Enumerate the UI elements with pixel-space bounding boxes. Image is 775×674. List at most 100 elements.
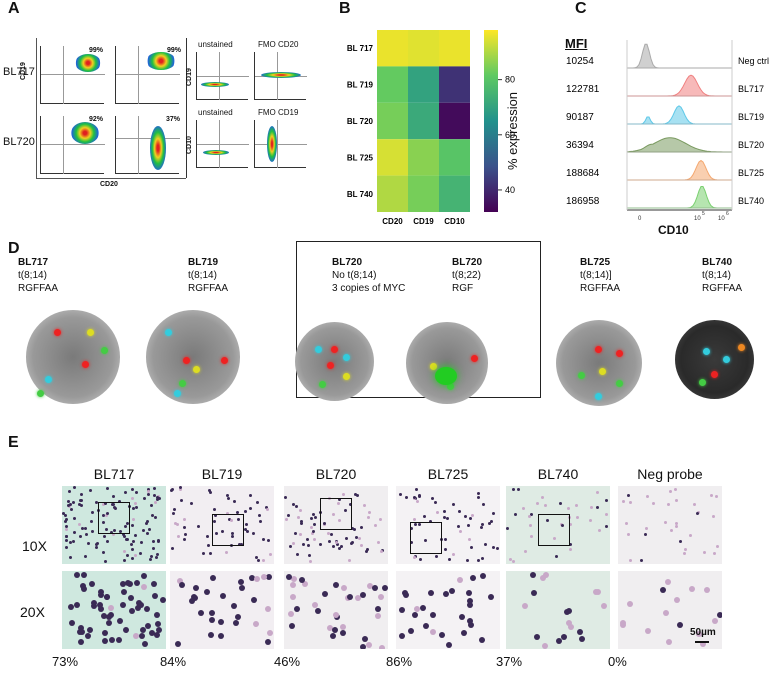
fish-signal-dot [430,362,438,370]
fish-case-header: BL725 t(8;14)] RGFFAA [580,257,621,294]
fish-signal-dot [698,379,706,387]
ish-column-title: Neg probe [637,466,703,482]
ish-image-20x [62,571,166,649]
sample-label: BL720 [738,140,764,150]
flow-plot-bl720-cd19-cd20 [40,116,105,174]
zoom-region-box [538,514,570,546]
zoom-region-box [212,514,244,546]
ish-image-10x [284,486,388,564]
heatmap-row-label: BL 720 [347,117,374,126]
scale-bar [695,641,709,643]
colorbar-tick-label: 40 [505,185,515,195]
zoom-region-box [410,522,442,554]
heatmap-cell [377,139,408,176]
fish-signal-dot [342,353,350,361]
fish-nucleus-image [295,322,375,402]
sample-label: BL740 [738,196,764,206]
ish-percent: 37% [496,654,523,669]
heatmap-cell [408,175,439,212]
fish-signal-dot [577,371,585,379]
pct-a-topleft: 99% [89,47,104,54]
heatmap-row-label: BL 717 [347,44,374,53]
colorbar-tick-label: 60 [505,130,515,140]
hist-tick-10b: 10 [718,216,725,222]
fish-signal-dot [326,361,334,369]
ish-image-20x [284,571,388,649]
panel-d-letter: D [8,240,20,257]
histogram-trace [627,186,732,209]
ish-percent: 46% [274,654,301,669]
fish-signal-dot [183,356,191,364]
mfi-value: 186958 [566,196,600,207]
zoom-region-box [320,498,352,530]
xlabel-cd20-a: CD20 [100,181,118,188]
fish-case-header: BL719 t(8;14) RGFFAA [188,257,229,294]
hist-tick-10a: 10 [694,216,701,222]
fish-signal-dot [86,328,94,336]
heatmap-row-label: BL 719 [347,81,374,90]
row-label-bl717: BL717 [3,66,35,78]
panel-e-letter: E [8,434,19,451]
fish-signal-dot [37,389,45,397]
histogram-trace [626,137,732,153]
heatmap-cell [439,139,470,176]
ish-image-10x [396,486,500,564]
heatmap-cell [377,175,408,212]
colorbar-tick-label: 80 [505,75,515,85]
fish-signal-dot [342,373,350,381]
panel-c-letter: C [575,0,587,17]
fish-signal-dot [82,361,90,369]
fish-signal-dot [710,371,718,379]
panel-b-letter: B [339,0,351,17]
ish-percent: 84% [160,654,187,669]
flow-ctrl-unstained-bottom [196,120,249,168]
fish-signal-dot [178,380,186,388]
histogram-trace [627,105,732,125]
fish-nucleus-image [675,320,755,400]
hist-tick-0: 0 [638,216,642,222]
fish-signal-dot [471,354,479,362]
ish-image-20x [618,571,722,649]
fish-signal-dot [54,328,62,336]
ish-image-20x [506,571,610,649]
sample-label: Neg ctrl [738,56,769,66]
ctrl-ylabel-cd10: CD10 [186,136,193,154]
fish-signal-dot [220,356,228,364]
heatmap-col-label: CD10 [444,217,465,226]
sample-label: BL719 [738,112,764,122]
pct-a-topmid: 99% [167,47,182,54]
fish-nucleus-image [556,320,643,407]
fish-signal-dot [738,343,746,351]
fish-case-header: BL740 t(8;14) RGFFAA [702,257,743,294]
ish-column-title: BL717 [93,466,135,482]
fish-case-header: BL717 t(8;14) RGFFAA [18,257,59,294]
row-label-10x: 10X [22,538,47,554]
fish-signal-dot [164,328,172,336]
heatmap-cell [377,66,408,103]
fish-nucleus-image [406,322,488,404]
heatmap-cell [408,30,439,67]
mfi-value: 90187 [566,112,594,123]
fish-signal-dot [314,345,322,353]
flow-plot-bl717-cd19-cd20 [40,46,105,104]
fish-signal-dot [722,355,730,363]
zoom-region-box [98,502,130,534]
ish-image-10x [170,486,274,564]
ctrl-label-fmo-cd20: FMO CD20 [258,40,299,49]
flow-plot-bl720-cd10-cd20 [115,116,180,174]
sample-label: BL717 [738,84,764,94]
panel-a-letter: A [8,0,20,17]
ish-column-title: BL725 [427,466,469,482]
fish-signal-dot [594,345,602,353]
ish-percent: 0% [608,654,627,669]
hist-tick-6: 6 [726,211,729,217]
heatmap-row-label: BL 725 [347,153,374,162]
ctrl-divider [186,38,187,178]
heatmap-cell [439,30,470,67]
flow-plot-bl717-cd10-cd20 [115,46,180,104]
ish-image-10x [506,486,610,564]
colorbar-label: % expression [505,91,520,170]
heatmap-cell [439,175,470,212]
heatmap-col-label: CD19 [413,217,434,226]
fish-signal-dot [330,345,338,353]
